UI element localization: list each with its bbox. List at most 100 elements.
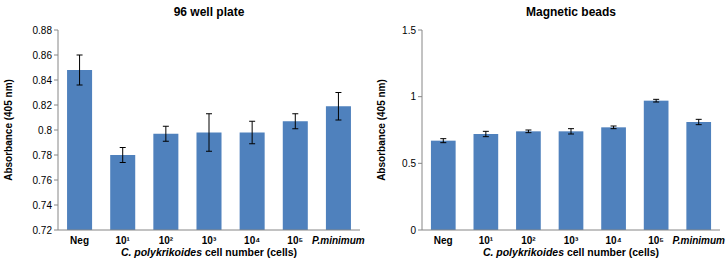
error-cap (206, 113, 212, 114)
error-cap (335, 92, 341, 93)
bars (67, 55, 351, 230)
error-cap (163, 141, 169, 142)
y-axis (422, 30, 423, 230)
error-line (165, 126, 166, 141)
error-cap (292, 113, 298, 114)
y-tick (54, 105, 58, 106)
error-bar (483, 131, 489, 136)
error-cap (611, 126, 617, 127)
y-axis-title: Absorbance (405 nm) (376, 79, 387, 181)
bar (153, 134, 178, 230)
chart: Magnetic beads00.511.5Neg10¹10²10³10⁴10⁵… (376, 5, 725, 258)
y-tick (54, 55, 58, 56)
bar (474, 134, 499, 230)
x-tick-label: 10³ (202, 235, 217, 246)
y-tick-label: 0.74 (33, 200, 53, 211)
x-tick-label: 10⁵ (648, 235, 664, 246)
error-cap (611, 128, 617, 129)
error-bar (249, 121, 255, 144)
y-tick (54, 205, 58, 206)
y-tick (54, 30, 58, 31)
error-line (209, 114, 210, 152)
x-tick-label: P.minimum (312, 235, 365, 246)
chart: 96 well plate0.720.740.760.780.80.820.84… (3, 5, 365, 258)
error-cap (483, 131, 489, 132)
error-line (79, 55, 80, 85)
y-tick (54, 230, 58, 231)
error-cap (335, 120, 341, 121)
x-axis-title: C. polykrikoides cell number (cells) (483, 246, 659, 258)
error-bar (696, 119, 702, 124)
error-cap (568, 134, 574, 135)
bar (686, 122, 711, 230)
error-cap (77, 55, 83, 56)
y-tick-label: 0 (410, 225, 416, 236)
error-cap (696, 124, 702, 125)
bar (110, 155, 135, 230)
error-cap (120, 162, 126, 163)
error-cap (483, 136, 489, 137)
error-cap (163, 126, 169, 127)
error-cap (568, 128, 574, 129)
error-line (571, 129, 572, 134)
bar (601, 127, 626, 230)
bar (559, 131, 584, 230)
bar (240, 133, 265, 231)
error-line (485, 131, 486, 136)
error-cap (525, 130, 531, 131)
y-tick-label: 0.88 (33, 25, 53, 36)
error-bar (653, 99, 659, 102)
error-bar (77, 55, 83, 85)
bar (326, 106, 351, 230)
error-cap (249, 121, 255, 122)
y-tick-label: 1.5 (402, 25, 416, 36)
bar (516, 131, 541, 230)
x-tick-label: 10⁵ (287, 235, 303, 246)
error-cap (440, 142, 446, 143)
x-tick-label: 10³ (564, 235, 579, 246)
error-line (122, 148, 123, 163)
error-bar (206, 114, 212, 152)
error-cap (696, 119, 702, 120)
error-line (295, 114, 296, 129)
bar (283, 121, 308, 230)
x-axis (422, 230, 720, 231)
bars (431, 99, 711, 230)
y-axis-title: Absorbance (405 nm) (3, 79, 14, 181)
x-axis-title-part: cell number (cells) (567, 246, 659, 258)
x-tick-label: 10² (159, 235, 174, 246)
error-bar (163, 126, 169, 141)
error-line (252, 121, 253, 144)
x-tick-label: P.minimum (672, 235, 725, 246)
y-tick (54, 80, 58, 81)
title: 96 well plate (174, 5, 245, 19)
error-cap (249, 143, 255, 144)
y-tick-label: 0.72 (33, 225, 53, 236)
error-bar (611, 126, 617, 129)
y-tick (54, 180, 58, 181)
x-axis-title-part: C. polykrikoides (121, 246, 205, 258)
x-tick-label: 10² (521, 235, 536, 246)
y-tick (418, 30, 422, 31)
y-tick-label: 0.76 (33, 175, 53, 186)
y-tick (418, 96, 422, 97)
x-axis (58, 230, 360, 231)
error-bar (120, 148, 126, 163)
x-tick-label: 10¹ (479, 235, 494, 246)
bar (431, 141, 456, 230)
y-tick (54, 130, 58, 131)
x-tick-label: 10⁴ (244, 235, 260, 246)
x-axis-title: C. polykrikoides cell number (cells) (121, 246, 297, 258)
error-cap (653, 99, 659, 100)
error-cap (206, 151, 212, 152)
chart-canvas: 96 well plate0.720.740.760.780.80.820.84… (0, 0, 728, 263)
error-bar (568, 129, 574, 134)
y-tick-label: 0.8 (38, 125, 52, 136)
y-tick-label: 0.86 (33, 50, 53, 61)
error-line (443, 139, 444, 143)
error-bar (292, 114, 298, 129)
bar (67, 70, 92, 230)
y-tick-label: 1 (410, 91, 416, 102)
y-tick (54, 155, 58, 156)
x-axis-title-part: cell number (cells) (205, 246, 297, 258)
